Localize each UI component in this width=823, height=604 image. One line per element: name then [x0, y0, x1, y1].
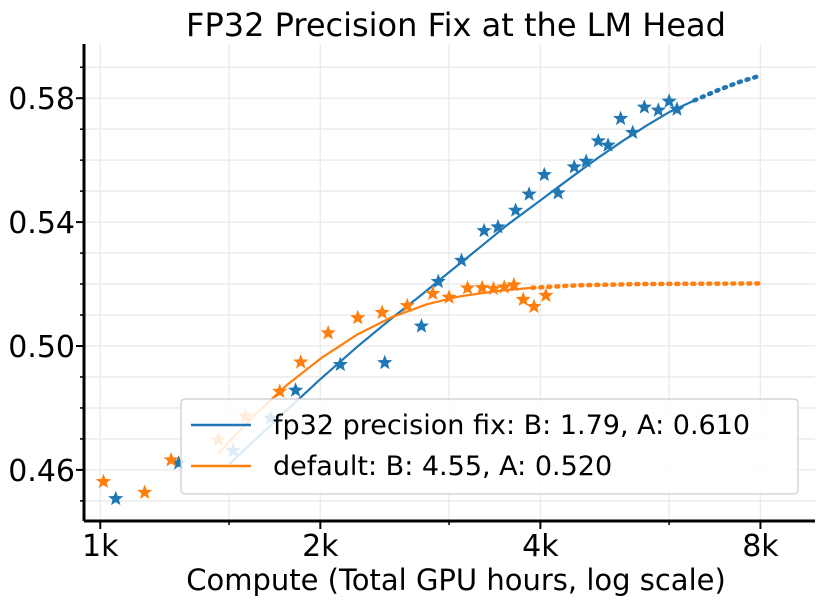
extrapolation-line-default — [530, 281, 763, 291]
data-point-default — [485, 280, 502, 296]
data-point-fp32 — [171, 455, 187, 470]
tick-layer: 0.46 0.50 0.54 0.58 1k 2k 4k 8k — [8, 66, 779, 564]
data-point-fp32 — [413, 318, 430, 333]
x-tick-label: 4k — [522, 529, 559, 564]
y-tick-label: 0.54 — [8, 206, 75, 241]
data-point-fp32 — [600, 137, 616, 152]
extrapolation-line-fp32 — [692, 73, 763, 103]
x-tick-label: 2k — [302, 529, 339, 564]
data-point-fp32 — [578, 153, 594, 168]
y-tick-label: 0.46 — [8, 454, 75, 489]
data-point-fp32 — [550, 184, 566, 200]
data-point-fp32 — [332, 356, 348, 372]
data-point-fp32 — [669, 101, 685, 116]
data-point-default — [163, 451, 179, 467]
data-point-default — [441, 289, 457, 304]
data-point-fp32 — [377, 354, 393, 370]
data-point-fp32 — [636, 99, 652, 114]
data-point-fp32 — [613, 110, 629, 126]
data-point-fp32 — [625, 124, 641, 140]
data-point-default — [496, 279, 512, 294]
x-axis-title: Compute (Total GPU hours, log scale) — [186, 563, 726, 597]
data-point-default — [506, 276, 522, 292]
data-point-default — [459, 280, 476, 295]
x-tick-label: 8k — [742, 529, 779, 564]
legend-label-default: default: B: 4.55, A: 0.520 — [273, 451, 612, 482]
legend-box — [180, 398, 799, 495]
data-point-fp32 — [536, 166, 552, 182]
data-point-fp32 — [650, 102, 666, 117]
data-point-default — [137, 484, 153, 499]
data-point-default — [350, 309, 366, 325]
data-point-default — [374, 304, 390, 320]
data-point-default — [272, 383, 288, 398]
data-point-default — [538, 287, 554, 302]
data-point-fp32 — [430, 273, 446, 289]
legend: fp32 precision fix: B: 1.79, A: 0.610 de… — [180, 398, 799, 495]
data-point-fp32 — [287, 382, 304, 397]
y-tick-label: 0.50 — [8, 330, 75, 365]
data-point-fp32 — [490, 219, 506, 234]
data-point-default — [293, 354, 309, 369]
data-point-fp32 — [476, 222, 492, 238]
data-point-default — [474, 279, 490, 295]
data-point-default — [425, 285, 441, 301]
x-tick-label: 1k — [82, 529, 119, 564]
data-point-fp32 — [566, 158, 582, 174]
data-point-fp32 — [108, 490, 124, 506]
y-tick-label: 0.58 — [8, 82, 75, 117]
data-point-default — [95, 473, 112, 489]
data-point-fp32 — [661, 93, 677, 108]
chart-title: FP32 Precision Fix at the LM Head — [186, 6, 726, 44]
data-point-default — [515, 291, 531, 307]
data-point-default — [320, 324, 336, 340]
data-point-default — [399, 297, 415, 313]
data-point-fp32 — [508, 202, 524, 217]
legend-label-fp32: fp32 precision fix: B: 1.79, A: 0.610 — [273, 410, 750, 441]
data-point-fp32 — [453, 252, 470, 267]
data-point-fp32 — [521, 186, 537, 201]
data-point-default — [526, 298, 542, 314]
data-point-fp32 — [590, 132, 606, 148]
